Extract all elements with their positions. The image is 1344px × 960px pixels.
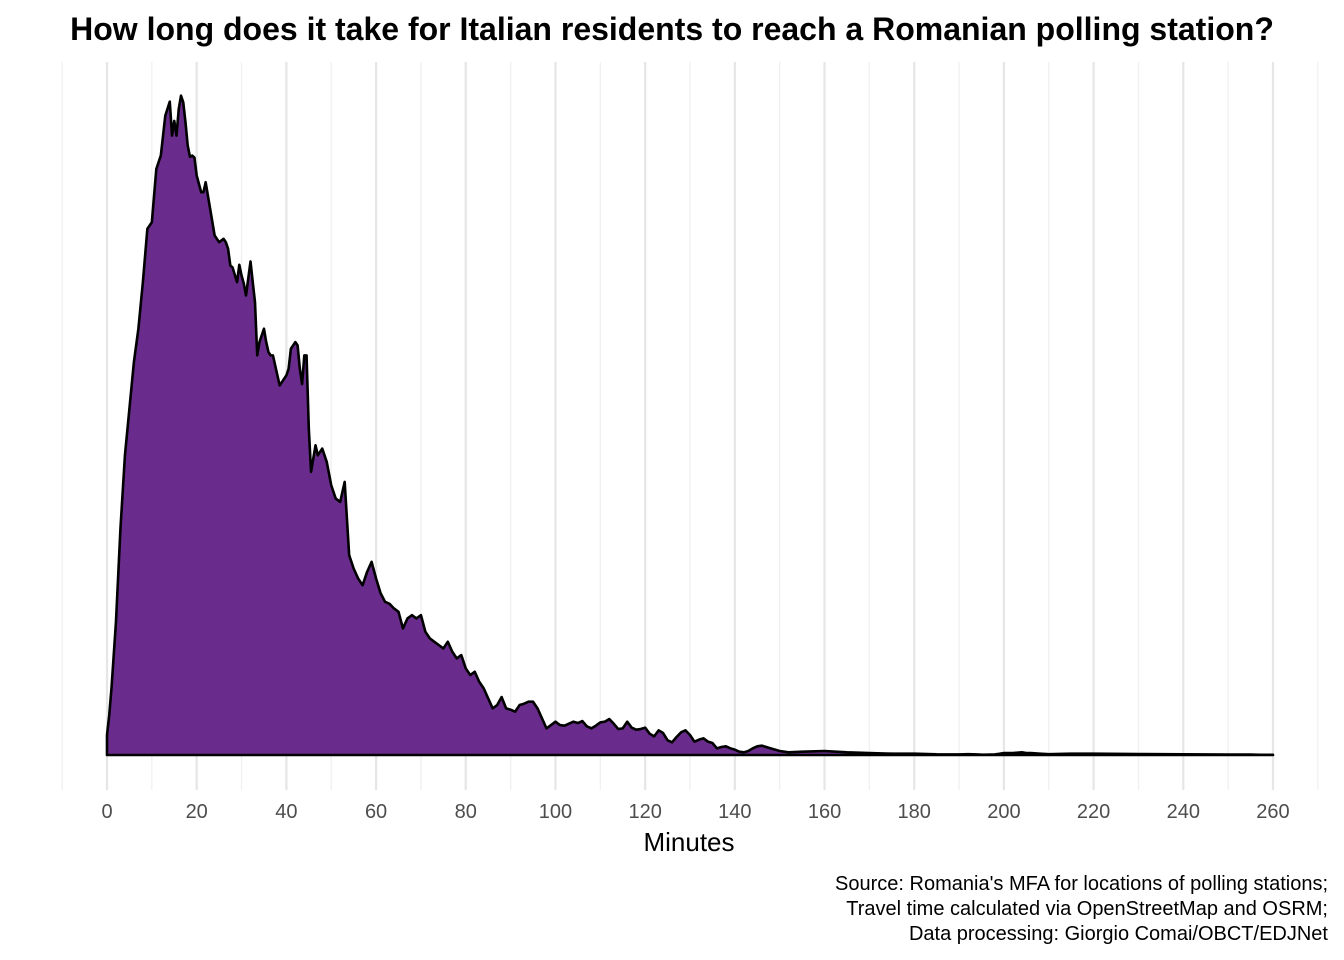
x-tick-label: 120: [628, 801, 661, 823]
x-tick-label: 260: [1256, 801, 1289, 823]
x-tick-label: 180: [898, 801, 931, 823]
x-tick-label: 20: [186, 801, 208, 823]
x-tick-label: 0: [101, 801, 112, 823]
x-axis-label: Minutes: [643, 827, 734, 857]
caption-line-processing: Data processing: Giorgio Comai/OBCT/EDJN…: [909, 923, 1328, 945]
caption-line-travel-time: Travel time calculated via OpenStreetMap…: [846, 898, 1328, 920]
plot-area: [105, 94, 1275, 757]
x-tick-label: 80: [455, 801, 477, 823]
caption-line-source: Source: Romania's MFA for locations of p…: [835, 873, 1328, 895]
chart-title: How long does it take for Italian reside…: [70, 11, 1274, 47]
caption: Source: Romania's MFA for locations of p…: [835, 873, 1328, 945]
x-tick-label: 240: [1167, 801, 1200, 823]
x-tick-label: 100: [539, 801, 572, 823]
x-tick-label: 160: [808, 801, 841, 823]
x-tick-label: 200: [987, 801, 1020, 823]
x-tick-label: 60: [365, 801, 387, 823]
x-tick-label: 40: [275, 801, 297, 823]
x-axis-ticks: 0 20 40 60 80 100 120 140 160 180 200 220 240 260: [101, 801, 1289, 823]
x-tick-label: 220: [1077, 801, 1110, 823]
x-tick-label: 140: [718, 801, 751, 823]
density-area: [105, 94, 1275, 757]
